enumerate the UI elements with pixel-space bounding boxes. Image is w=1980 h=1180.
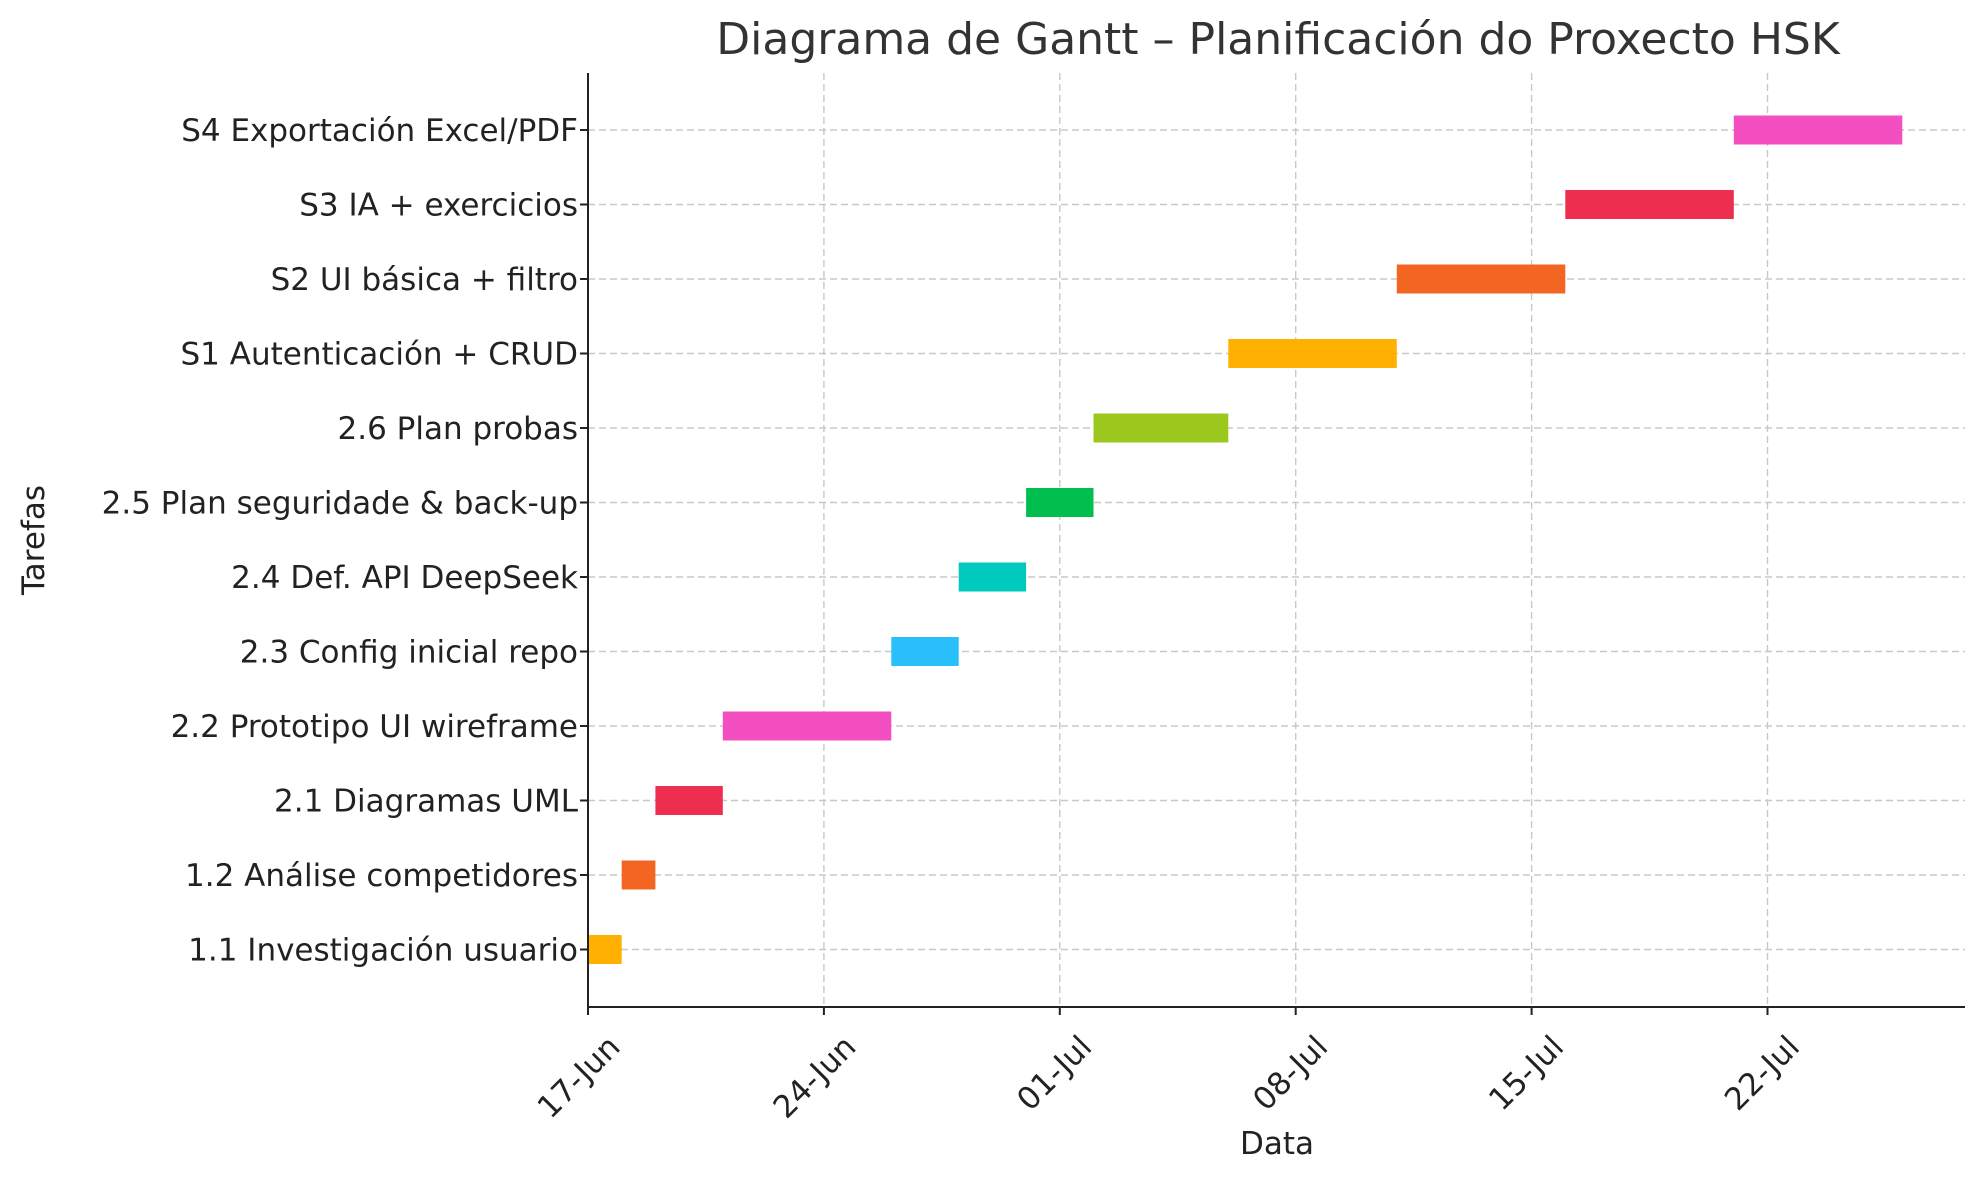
task-bar — [1026, 488, 1094, 517]
y-tick-label: 2.1 Diagramas UML — [274, 784, 579, 820]
y-tick-label: 2.2 Prototipo UI wireframe — [171, 709, 578, 745]
y-tick-label: S1 Autenticación + CRUD — [181, 337, 579, 373]
task-bar — [1228, 339, 1397, 368]
task-bar — [1733, 115, 1903, 145]
task-bars — [588, 115, 1903, 964]
y-tick-label: S4 Exportación Excel/PDF — [181, 113, 578, 149]
y-tick-label: 2.4 Def. API DeepSeek — [231, 560, 578, 596]
task-bar — [621, 860, 656, 890]
x-tick-label: 15-Jul — [1482, 1029, 1571, 1118]
y-tick-label: 1.2 Análise competidores — [185, 858, 578, 894]
task-bar — [655, 786, 723, 815]
task-bar — [891, 637, 959, 666]
y-axis-ticks: 1.1 Investigación usuario 1.2 Análise com… — [102, 113, 588, 969]
task-bar — [958, 562, 1027, 592]
y-axis-title: Tarefas — [16, 485, 52, 596]
x-axis-ticks: 17-Jun 24-Jun 01-Jul 08-Jul 15-Jul 22-Jul — [531, 1007, 1807, 1126]
y-tick-label: 2.5 Plan seguridade & back-up — [102, 486, 578, 522]
task-bar — [1093, 413, 1229, 443]
y-tick-label: S2 UI básica + filtro — [271, 262, 578, 298]
x-tick-label: 08-Jul — [1246, 1029, 1335, 1118]
x-tick-label: 24-Jun — [767, 1029, 864, 1126]
task-bar — [1396, 264, 1566, 294]
y-tick-label: S3 IA + exercicios — [299, 188, 578, 224]
y-tick-label: 2.6 Plan probas — [338, 411, 579, 447]
grid — [587, 73, 1965, 1007]
y-tick-label: 1.1 Investigación usuario — [188, 933, 578, 969]
x-tick-label: 01-Jul — [1010, 1029, 1099, 1118]
task-bar — [1565, 190, 1734, 219]
task-bar — [588, 935, 622, 964]
x-axis-title: Data — [1240, 1126, 1314, 1162]
x-tick-label: 17-Jun — [531, 1029, 628, 1126]
y-tick-label: 2.3 Config inicial repo — [240, 635, 578, 671]
task-bar — [722, 711, 892, 741]
x-tick-label: 22-Jul — [1718, 1029, 1807, 1118]
chart-title: Diagrama de Gantt – Planificación do Pro… — [716, 14, 1841, 65]
